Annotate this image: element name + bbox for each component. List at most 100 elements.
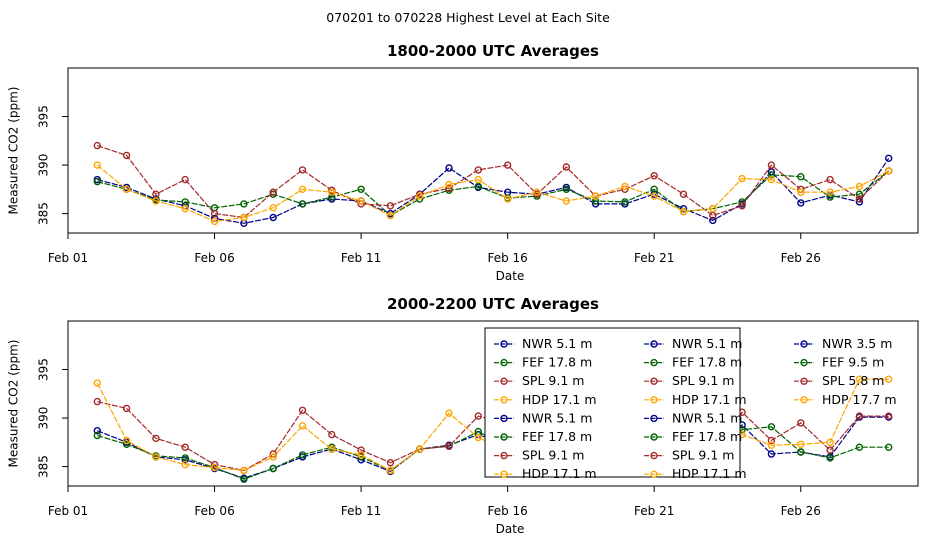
data-point bbox=[826, 438, 834, 446]
data-point bbox=[679, 207, 688, 216]
data-point bbox=[269, 213, 277, 222]
legend-label: HDP 17.7 m bbox=[822, 392, 897, 407]
y-tick-label: 385 bbox=[37, 455, 51, 478]
x-tick-label: Feb 11 bbox=[341, 504, 381, 518]
x-axis-label: Date bbox=[496, 269, 525, 283]
data-point bbox=[504, 195, 512, 203]
data-point bbox=[767, 423, 776, 431]
data-point bbox=[855, 375, 864, 383]
data-point bbox=[269, 453, 277, 461]
data-point bbox=[152, 190, 160, 198]
data-point bbox=[474, 433, 482, 442]
data-point bbox=[386, 211, 395, 220]
data-point bbox=[210, 209, 219, 218]
data-point bbox=[298, 200, 307, 208]
data-point bbox=[855, 195, 864, 203]
data-point bbox=[445, 442, 453, 450]
x-tick-label: Feb 21 bbox=[634, 504, 674, 518]
panel-2000-2200: 2000-2200 UTC Averages Feb 01 Feb 06 Feb 11… bbox=[7, 295, 919, 536]
data-point bbox=[474, 182, 482, 191]
legend-marker bbox=[500, 433, 508, 441]
data-point bbox=[240, 475, 248, 483]
legend-label: SPL 9.1 m bbox=[672, 448, 734, 463]
chart-title: 2000-2200 UTC Averages bbox=[387, 295, 599, 313]
series-line bbox=[97, 157, 890, 224]
data-point bbox=[357, 185, 365, 194]
y-tick-label: 395 bbox=[37, 105, 51, 128]
x-tick-label: Feb 26 bbox=[781, 251, 821, 265]
data-point bbox=[855, 182, 864, 191]
data-point bbox=[797, 172, 805, 181]
data-point bbox=[445, 164, 453, 172]
data-point bbox=[416, 445, 424, 453]
data-point bbox=[679, 190, 688, 198]
data-point bbox=[93, 379, 102, 387]
data-point bbox=[298, 166, 307, 174]
x-tick-label: Feb 01 bbox=[48, 504, 88, 518]
x-tick-label: Feb 21 bbox=[634, 251, 674, 265]
data-point bbox=[93, 427, 102, 435]
legend-marker bbox=[650, 396, 658, 404]
chart-title: 1800-2000 UTC Averages bbox=[387, 42, 599, 60]
data-point bbox=[93, 161, 102, 169]
data-point bbox=[210, 217, 219, 226]
data-point bbox=[826, 193, 834, 201]
data-point bbox=[386, 202, 395, 210]
data-point bbox=[122, 404, 131, 413]
data-point bbox=[650, 192, 658, 200]
data-point bbox=[328, 430, 336, 439]
data-point bbox=[533, 188, 541, 196]
data-point bbox=[445, 180, 453, 189]
y-tick-label: 395 bbox=[37, 358, 51, 381]
data-point bbox=[621, 182, 629, 191]
data-point bbox=[328, 188, 336, 196]
data-point bbox=[767, 436, 776, 445]
data-point bbox=[591, 197, 600, 205]
data-point bbox=[738, 174, 746, 183]
data-point bbox=[269, 464, 277, 473]
y-axis-label: Measured CO2 (ppm) bbox=[7, 340, 21, 468]
legend-marker bbox=[650, 451, 658, 460]
x-tick-label: Feb 16 bbox=[487, 504, 527, 518]
legend-label: FEF 9.5 m bbox=[822, 355, 884, 370]
data-point bbox=[240, 466, 248, 475]
data-point bbox=[797, 199, 805, 207]
data-point bbox=[298, 451, 307, 459]
legend-marker bbox=[650, 340, 658, 348]
data-point bbox=[885, 154, 893, 163]
y-tick-label: 390 bbox=[37, 407, 51, 430]
x-tick-label: Feb 26 bbox=[781, 504, 821, 518]
data-point bbox=[474, 175, 482, 184]
data-point bbox=[240, 200, 248, 208]
data-point bbox=[181, 198, 189, 206]
data-point bbox=[885, 375, 893, 383]
data-point bbox=[621, 198, 629, 206]
series-line bbox=[97, 145, 890, 219]
legend-marker bbox=[800, 396, 808, 404]
data-point bbox=[269, 204, 277, 212]
data-point bbox=[210, 463, 219, 472]
data-point bbox=[826, 454, 834, 462]
data-point bbox=[855, 190, 864, 198]
data-point bbox=[504, 161, 512, 169]
data-point bbox=[826, 188, 834, 196]
data-point bbox=[650, 171, 658, 180]
data-point bbox=[122, 185, 131, 194]
data-point bbox=[93, 177, 102, 186]
legend-label: NWR 5.1 m bbox=[672, 410, 742, 425]
data-point bbox=[767, 450, 776, 458]
data-point bbox=[767, 441, 776, 449]
data-point bbox=[709, 216, 717, 225]
legend-label: HDP 17.1 m bbox=[672, 392, 747, 407]
figure-suptitle: 070201 to 070228 Highest Level at Each S… bbox=[326, 10, 610, 25]
data-point bbox=[122, 151, 131, 160]
legend-marker bbox=[500, 470, 508, 478]
data-point bbox=[386, 459, 395, 467]
legend-label: FEF 17.8 m bbox=[522, 429, 592, 444]
data-point bbox=[826, 175, 834, 184]
data-point bbox=[181, 454, 189, 462]
data-point bbox=[738, 202, 746, 210]
plot-frame bbox=[67, 320, 919, 487]
series-line bbox=[97, 426, 889, 480]
data-point bbox=[797, 188, 805, 196]
